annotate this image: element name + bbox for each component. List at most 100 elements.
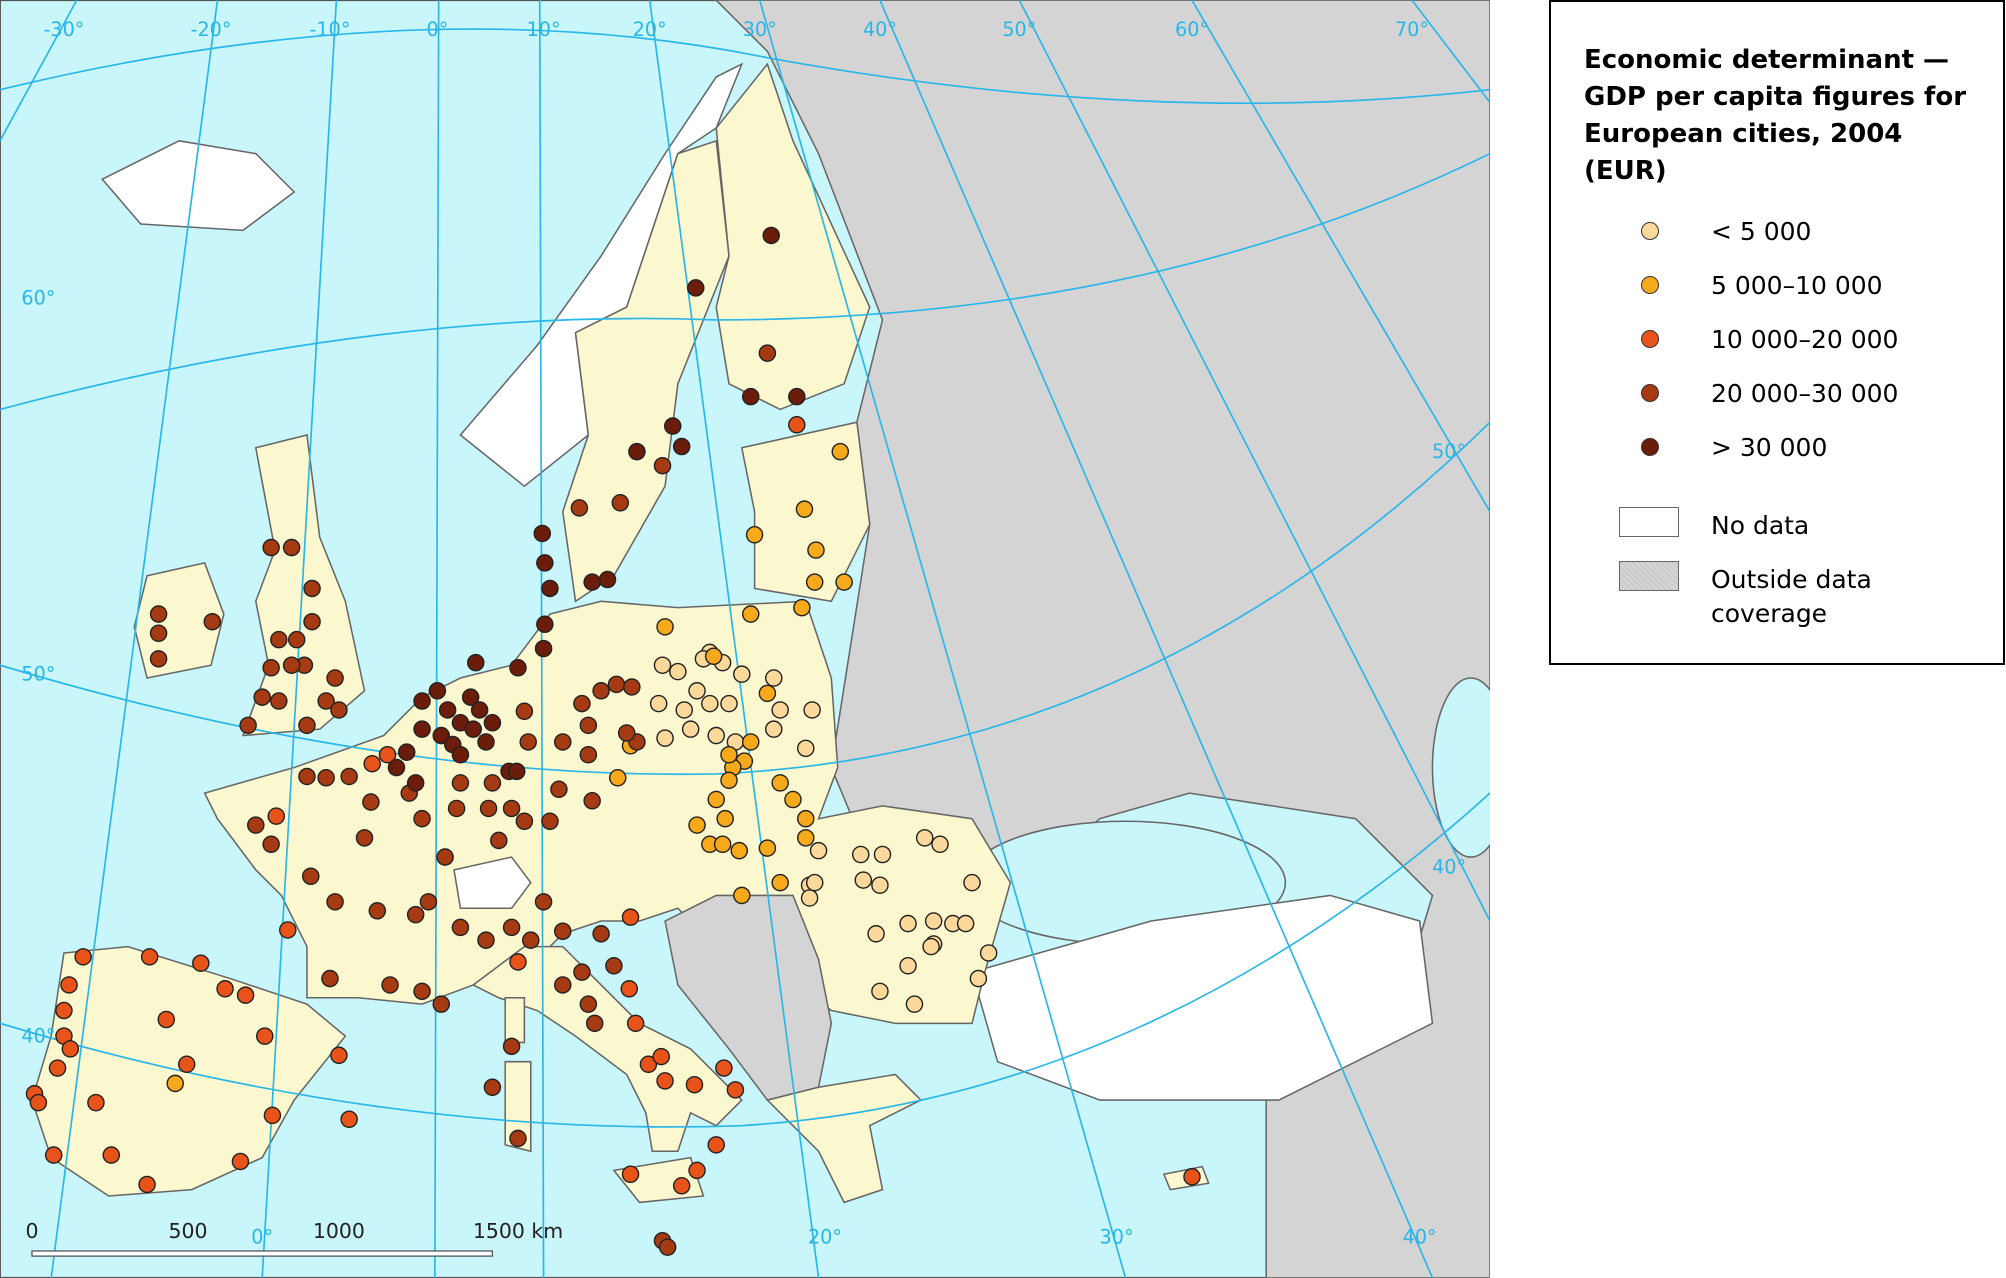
city-marker [835, 573, 853, 591]
legend-swatch [1619, 561, 1679, 591]
city-marker [451, 745, 470, 764]
city-marker [406, 905, 425, 924]
graticule-label: 40° [1432, 856, 1466, 879]
city-marker [963, 873, 981, 892]
city-marker [621, 1165, 640, 1184]
graticule-line [879, 0, 1434, 1278]
city-marker [87, 1093, 105, 1112]
legend-symbol [1641, 438, 1659, 456]
city-marker [788, 387, 806, 406]
legend-symbol [1641, 222, 1659, 240]
city-marker [138, 1175, 156, 1194]
city-marker [467, 653, 485, 672]
city-marker [507, 762, 526, 781]
scale-bar [31, 1250, 494, 1257]
city-marker [956, 914, 975, 933]
city-marker [140, 948, 159, 966]
city-marker [871, 982, 889, 1001]
city-marker [652, 1047, 670, 1066]
city-marker [796, 739, 815, 758]
city-marker [303, 612, 321, 631]
city-marker [924, 912, 943, 930]
city-marker [771, 774, 789, 792]
city-marker [611, 494, 630, 512]
city-marker [620, 980, 639, 998]
city-marker [720, 745, 738, 764]
city-markers [25, 226, 1201, 1256]
graticule-line [434, 0, 440, 1278]
city-marker [461, 688, 480, 706]
city-marker [922, 937, 940, 956]
city-marker [519, 733, 537, 751]
city-marker [741, 733, 760, 751]
city-marker [515, 702, 534, 721]
city-marker [871, 876, 889, 894]
city-marker [607, 675, 626, 694]
legend-item: No data [1551, 505, 2001, 545]
graticule-line [0, 28, 1490, 105]
city-marker [688, 1161, 706, 1180]
city-marker [381, 976, 399, 994]
graticule-label: 50° [1432, 440, 1466, 463]
city-marker [771, 701, 789, 719]
country [504, 996, 526, 1044]
city-marker [873, 845, 892, 864]
country [504, 1060, 532, 1153]
city-marker [716, 809, 734, 828]
city-marker [406, 774, 425, 792]
city-marker [502, 799, 521, 818]
country [715, 62, 871, 411]
city-marker [363, 754, 381, 773]
city-marker [216, 980, 234, 998]
city-marker [553, 922, 572, 941]
city-marker [262, 538, 280, 557]
legend: Economic determinant — GDP per capita fi… [1549, 0, 2005, 665]
city-marker [157, 1010, 176, 1029]
country [765, 1073, 923, 1204]
scale-label: 0 [25, 1219, 38, 1243]
scale-labels: 0 500 1000 1500 km [25, 1219, 563, 1243]
city-marker [74, 948, 92, 966]
legend-label: 10 000–20 000 [1711, 325, 1899, 354]
city-marker [231, 1152, 250, 1171]
legend-symbol [1641, 276, 1659, 294]
city-marker [805, 573, 824, 591]
city-marker [831, 442, 850, 461]
city-marker [915, 829, 934, 847]
city-marker [795, 500, 814, 518]
city-marker [355, 829, 374, 847]
city-marker [447, 799, 466, 818]
city-marker [438, 701, 457, 719]
city-marker [509, 659, 527, 677]
city-marker [969, 969, 988, 988]
city-marker [765, 720, 783, 738]
city-marker [330, 1046, 348, 1065]
map: -30° -20° -10° 0° 10° 20° 30° 40° 50° 60° 70° 60° 50… [0, 0, 1490, 1278]
city-marker [464, 720, 482, 738]
city-marker [730, 841, 749, 860]
city-marker [428, 682, 447, 700]
city-marker [592, 682, 610, 700]
city-marker [483, 714, 502, 732]
city-marker [262, 659, 280, 677]
legend-item: > 30 000 [1551, 427, 2001, 467]
city-marker [102, 1146, 121, 1164]
city-marker [303, 579, 321, 598]
graticule-label: 30° [1100, 1225, 1134, 1248]
city-marker [29, 1093, 48, 1112]
city-marker [931, 835, 949, 854]
city-marker [149, 605, 168, 623]
city-marker [617, 724, 636, 742]
city-marker [707, 726, 725, 745]
city-marker [745, 526, 764, 544]
city-marker [741, 605, 760, 623]
city-marker [653, 456, 672, 475]
city-marker [509, 953, 527, 971]
graticule-label: 70° [1395, 18, 1429, 41]
city-marker [326, 893, 344, 911]
legend-title: Economic determinant — GDP per capita fi… [1584, 45, 1967, 186]
city-marker [765, 669, 783, 687]
city-marker [553, 733, 572, 751]
city-marker [653, 656, 672, 674]
